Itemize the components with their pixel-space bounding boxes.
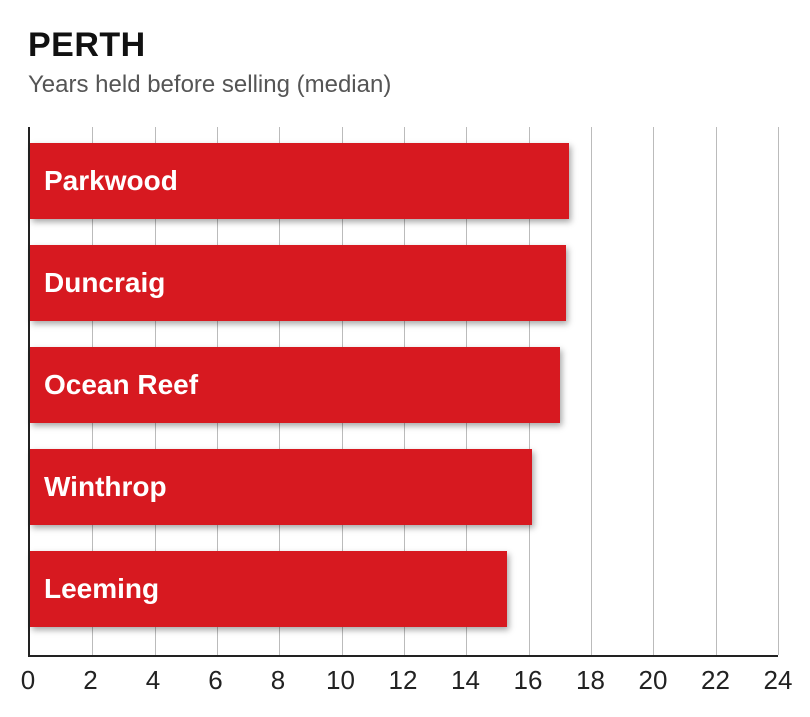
chart-subtitle: Years held before selling (median)	[28, 71, 782, 99]
x-tick-label: 0	[21, 665, 35, 696]
x-tick-label: 16	[514, 665, 543, 696]
plot-area: Parkwood Duncraig Ocean Reef Winthrop Leemin…	[28, 127, 778, 657]
bar-label: Winthrop	[30, 471, 167, 503]
bar: Duncraig	[30, 245, 566, 321]
x-tick-label: 10	[326, 665, 355, 696]
x-tick-label: 8	[271, 665, 285, 696]
bars-layer: Parkwood Duncraig Ocean Reef Winthrop Leemin…	[30, 127, 778, 655]
bar: Parkwood	[30, 143, 569, 219]
bar-row: Ocean Reef	[30, 347, 778, 423]
bar-row: Parkwood	[30, 143, 778, 219]
x-tick-label: 6	[208, 665, 222, 696]
gridline	[778, 127, 779, 655]
bar-row: Duncraig	[30, 245, 778, 321]
chart-area: Parkwood Duncraig Ocean Reef Winthrop Leemin…	[28, 127, 782, 697]
x-tick-label: 2	[83, 665, 97, 696]
x-tick-label: 20	[639, 665, 668, 696]
x-tick-label: 4	[146, 665, 160, 696]
bar: Winthrop	[30, 449, 532, 525]
x-tick-label: 14	[451, 665, 480, 696]
bar-label: Leeming	[30, 573, 159, 605]
bar-label: Duncraig	[30, 267, 165, 299]
bar-label: Ocean Reef	[30, 369, 198, 401]
x-tick-label: 18	[576, 665, 605, 696]
x-tick-label: 12	[389, 665, 418, 696]
x-axis: 024681012141618202224	[28, 657, 778, 697]
chart-container: PERTH Years held before selling (median)…	[0, 0, 810, 717]
bar: Leeming	[30, 551, 507, 627]
bar-label: Parkwood	[30, 165, 178, 197]
chart-title: PERTH	[28, 26, 782, 65]
x-tick-label: 22	[701, 665, 730, 696]
bar: Ocean Reef	[30, 347, 560, 423]
x-tick-label: 24	[764, 665, 793, 696]
bar-row: Winthrop	[30, 449, 778, 525]
bar-row: Leeming	[30, 551, 778, 627]
